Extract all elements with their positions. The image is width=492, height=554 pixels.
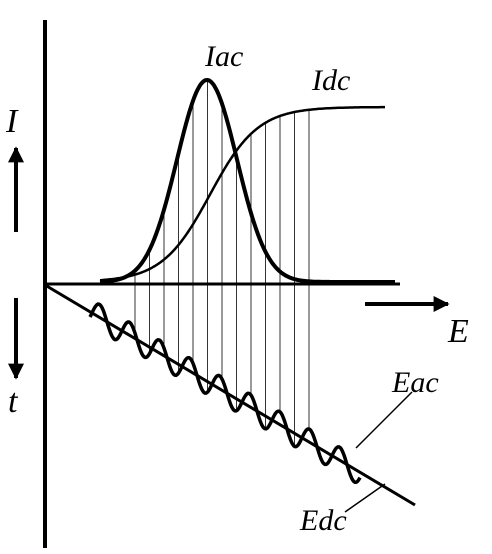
i-label: I bbox=[5, 103, 19, 140]
edc-label: Edc bbox=[299, 504, 347, 537]
idc-label: Idc bbox=[311, 64, 350, 97]
edc-leader bbox=[344, 483, 386, 513]
t-label: t bbox=[8, 383, 19, 420]
eac-label: Eac bbox=[391, 366, 439, 399]
edc-line bbox=[44, 283, 416, 507]
iac-label: Iac bbox=[204, 40, 243, 73]
eac-wave bbox=[88, 302, 362, 485]
idc-curve bbox=[100, 105, 385, 282]
iac-curve bbox=[99, 77, 395, 284]
eac-leader bbox=[355, 391, 413, 449]
e-label: E bbox=[447, 313, 469, 350]
projection-lines bbox=[134, 80, 310, 447]
